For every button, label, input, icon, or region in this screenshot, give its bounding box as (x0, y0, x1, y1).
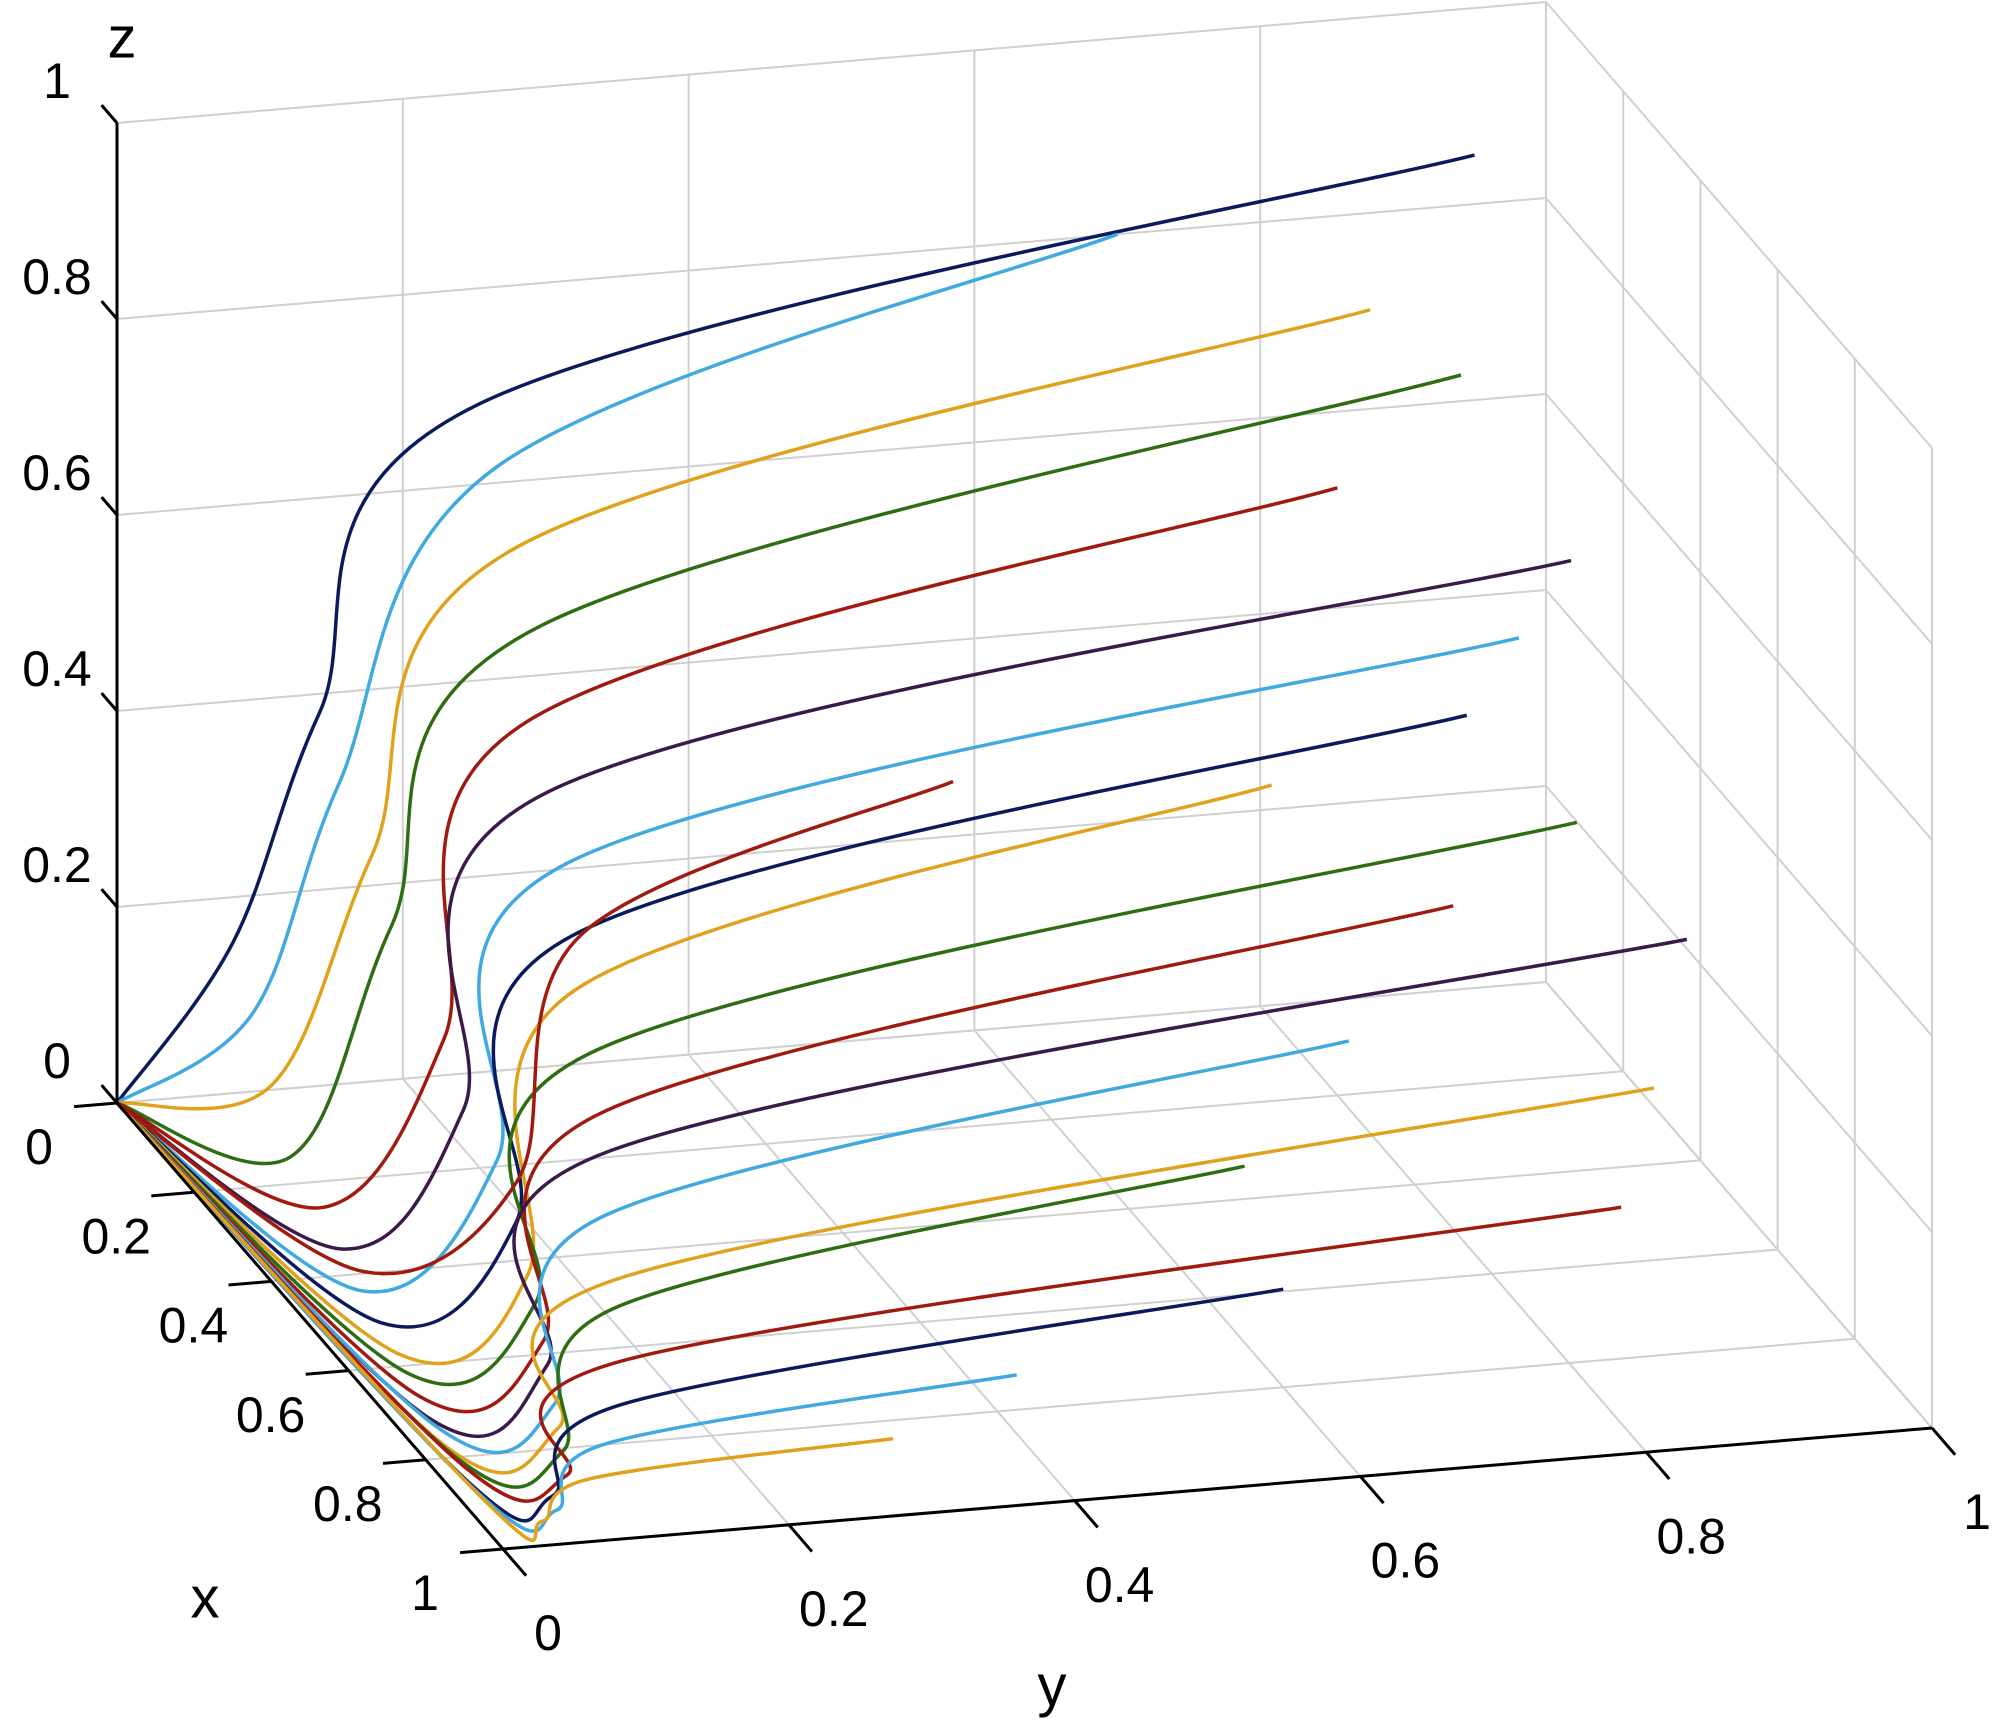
trajectory (115, 820, 1578, 1387)
trajectory (115, 153, 1475, 1105)
x-axis-title: x (191, 1565, 220, 1630)
trajectory (115, 904, 1454, 1414)
z-axis-title: z (108, 5, 137, 70)
grid-line (402, 1078, 790, 1526)
trajectory (116, 232, 1118, 1105)
x-tick-label: 0.4 (159, 1298, 229, 1354)
y-tick (1359, 1475, 1385, 1505)
z-tick-label: 0.2 (22, 837, 92, 893)
z-tick-label: 0.8 (22, 249, 92, 305)
z-tick (100, 496, 119, 516)
z-tick-label: 0.6 (22, 445, 92, 501)
z-tick (100, 1084, 119, 1104)
grid-line (1545, 1, 1933, 449)
grid-line (425, 1337, 1855, 1461)
trajectories (115, 153, 1688, 1543)
x-tick (460, 1547, 504, 1555)
y-tick (501, 1548, 528, 1577)
grid-line (116, 393, 1547, 516)
y-tick-label: 1 (1963, 1484, 1991, 1540)
z-tick (100, 888, 119, 908)
z-tick-label: 1 (43, 53, 71, 109)
trajectory (116, 779, 954, 1276)
z-tick (100, 692, 119, 712)
z-tick (100, 104, 119, 124)
axis-line (115, 1102, 505, 1550)
trajectory (115, 1101, 1284, 1523)
y-tick (1073, 1499, 1099, 1529)
y-tick-label: 0 (534, 1605, 562, 1661)
trajectory (116, 373, 1462, 1166)
trajectory (116, 558, 1572, 1251)
grid-line (973, 1029, 1362, 1478)
y-tick-label: 0.4 (1085, 1557, 1155, 1613)
x-tick-label: 0.2 (81, 1208, 151, 1264)
x-tick (382, 1458, 426, 1465)
grid-line (116, 197, 1547, 320)
trajectory (116, 308, 1371, 1111)
z-tick-label: 0 (43, 1033, 71, 1089)
trajectory (115, 713, 1468, 1329)
grid-line (687, 1053, 1076, 1502)
y-tick (1645, 1451, 1671, 1480)
trajectory (115, 783, 1273, 1366)
x-tick-label: 0 (25, 1119, 53, 1175)
z-tick-label: 0.4 (22, 641, 92, 697)
y-tick (787, 1523, 814, 1553)
grid-line (116, 785, 1547, 908)
trajectory (116, 486, 1338, 1210)
grid-line (116, 1, 1547, 124)
y-tick-label: 0.6 (1371, 1533, 1441, 1589)
y-axis-title: y (1038, 1653, 1067, 1718)
trajectory (115, 636, 1520, 1294)
trajectory (115, 1101, 1017, 1533)
grid-line (271, 1159, 1701, 1283)
trajectory (115, 1101, 894, 1543)
y-tick (1930, 1427, 1957, 1456)
x-tick (151, 1190, 195, 1198)
grid-line (1545, 393, 1933, 841)
y-tick-label: 0.2 (799, 1581, 869, 1637)
x-tick (305, 1369, 349, 1376)
grid-line (348, 1248, 1778, 1372)
grid-line (1545, 785, 1933, 1233)
x-tick-label: 1 (411, 1565, 439, 1621)
x-tick-label: 0.6 (236, 1387, 306, 1443)
grid-line (1545, 197, 1933, 645)
y-tick-label: 0.8 (1656, 1508, 1726, 1564)
grid-line (1545, 589, 1933, 1037)
grid-line (1545, 981, 1933, 1429)
axes: 00.20.40.60.810 0.2 0.4 0.6 0.8 100.20.40.60.… (22, 53, 1991, 1661)
x-tick-label: 0.8 (313, 1476, 383, 1532)
z-tick (100, 300, 119, 320)
x-tick (74, 1101, 118, 1109)
x-tick (228, 1279, 272, 1287)
axis-line (502, 1426, 1933, 1551)
grid-line (116, 589, 1547, 712)
